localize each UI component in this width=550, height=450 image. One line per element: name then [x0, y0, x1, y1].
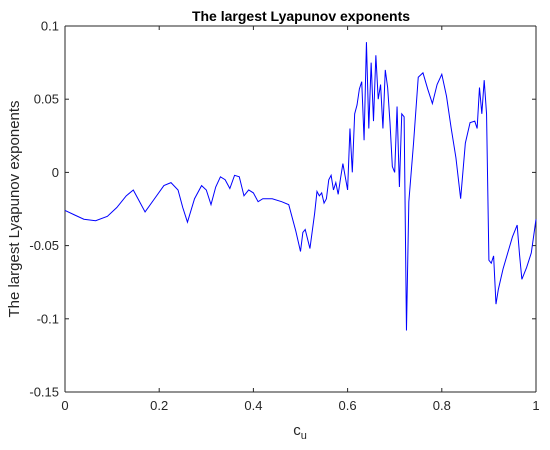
y-tick-label: 0.05 [34, 92, 59, 107]
x-tick-label: 0 [61, 398, 68, 413]
y-tick-label: -0.1 [37, 311, 59, 326]
x-tick-label: 1 [532, 398, 539, 413]
x-tick-label: 0.8 [433, 398, 451, 413]
x-axis-label: cu [293, 422, 307, 442]
y-tick-label: 0.1 [41, 19, 59, 34]
series-line [64, 42, 537, 331]
x-tick-label: 0.4 [244, 398, 262, 413]
y-axis-label: The largest Lyapunov exponents [6, 100, 23, 317]
y-tick-label: 0 [52, 165, 59, 180]
y-ticks: -0.15 -0.1 -0.05 0 0.05 0.1 [29, 19, 536, 400]
x-axis-label-base: c [293, 422, 301, 439]
x-axis-label-subscript: u [301, 430, 307, 442]
y-tick-label: -0.15 [29, 385, 59, 400]
x-tick-label: 0.6 [339, 398, 357, 413]
chart-title: The largest Lyapunov exponents [192, 8, 410, 24]
x-ticks: 0 0.2 0.4 0.6 0.8 1 [61, 26, 540, 413]
plot-frame [64, 25, 537, 393]
x-tick-label: 0.2 [150, 398, 168, 413]
y-tick-label: -0.05 [29, 238, 59, 253]
